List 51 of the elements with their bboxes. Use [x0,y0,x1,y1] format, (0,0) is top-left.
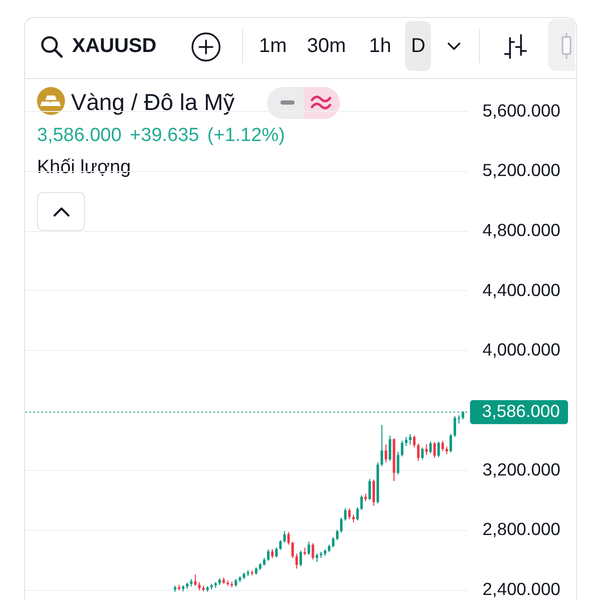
y-tick-label: 4,800.000 [482,220,561,240]
candlestick [308,541,310,556]
candlestick [356,506,359,521]
text: 1m [259,35,287,58]
candlestick [429,440,432,454]
candlestick [372,479,375,506]
candlestick [279,540,282,550]
candlestick [396,451,400,475]
candlestick [332,536,334,548]
candlestick [312,542,314,560]
candlestick [348,508,351,520]
y-tick-label: 4,400.000 [482,280,561,300]
candlestick [400,440,404,457]
candlestick [388,434,392,462]
text: Vàng / Đô la Mỹ [71,89,235,116]
candlestick [295,553,298,570]
candlestick [287,531,290,546]
text: 3,586.000 +39.635 (+1.12%) [37,125,285,147]
text: 1h [369,35,392,58]
candlestick [425,444,428,456]
y-tick-label: 4,000.000 [482,340,561,360]
candlestick [454,416,456,438]
y-tick-label: 5,600.000 [482,100,561,120]
y-tick-label: 2,400.000 [482,579,561,600]
candlestick [441,440,444,452]
candlestick [283,530,286,543]
candlestick [299,550,302,567]
candlestick [340,517,343,534]
ref-line-label: 3,586.000 [482,401,560,422]
candlestick [421,446,424,460]
candlestick [413,434,416,448]
candlestick [344,508,347,522]
candlestick [291,541,294,559]
candlestick [408,433,412,445]
y-tick-label: 3,200.000 [482,459,561,480]
y-tick-label: 5,200.000 [482,160,561,180]
candlestick [368,478,371,500]
text: 30m [307,35,346,58]
candlestick [267,548,270,562]
candlestick [360,494,363,510]
candlestick [336,529,338,541]
text: XAUUSD [72,35,156,58]
candlestick [433,442,436,458]
candlestick [384,444,388,463]
candlestick [380,424,384,467]
candlestick [437,440,440,458]
y-tick-label: 2,800.000 [482,519,561,540]
candlestick [417,443,420,462]
candlestick [275,547,278,558]
candlestick [450,433,452,453]
text: D [411,35,426,58]
